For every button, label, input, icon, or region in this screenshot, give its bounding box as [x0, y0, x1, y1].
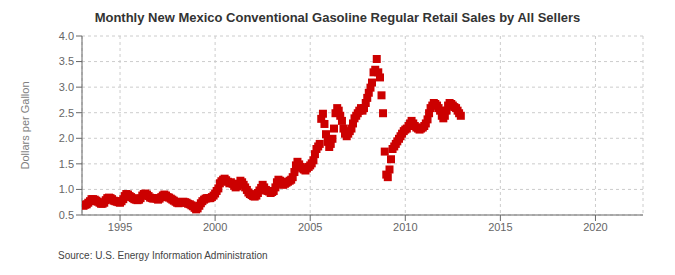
svg-text:2.0: 2.0: [59, 132, 74, 144]
svg-text:2005: 2005: [298, 221, 322, 233]
svg-text:3.5: 3.5: [59, 55, 74, 67]
svg-text:1.0: 1.0: [59, 183, 74, 195]
svg-text:2000: 2000: [203, 221, 227, 233]
svg-text:4.0: 4.0: [59, 30, 74, 42]
svg-text:Dollars per Gallon: Dollars per Gallon: [19, 81, 31, 169]
svg-text:0.5: 0.5: [59, 209, 74, 221]
svg-text:2.5: 2.5: [59, 107, 74, 119]
svg-text:1.5: 1.5: [59, 158, 74, 170]
svg-text:2020: 2020: [583, 221, 607, 233]
svg-text:1995: 1995: [108, 221, 132, 233]
html-text:Monthly New Mexico Conventiona: Monthly New Mexico Conventional Gasoline…: [94, 10, 581, 25]
svg-text:2015: 2015: [488, 221, 512, 233]
html-text:Source: U.S. Energy Informatio: Source: U.S. Energy Information Administ…: [58, 250, 268, 261]
svg-text:2010: 2010: [393, 221, 417, 233]
svg-text:3.0: 3.0: [59, 81, 74, 93]
